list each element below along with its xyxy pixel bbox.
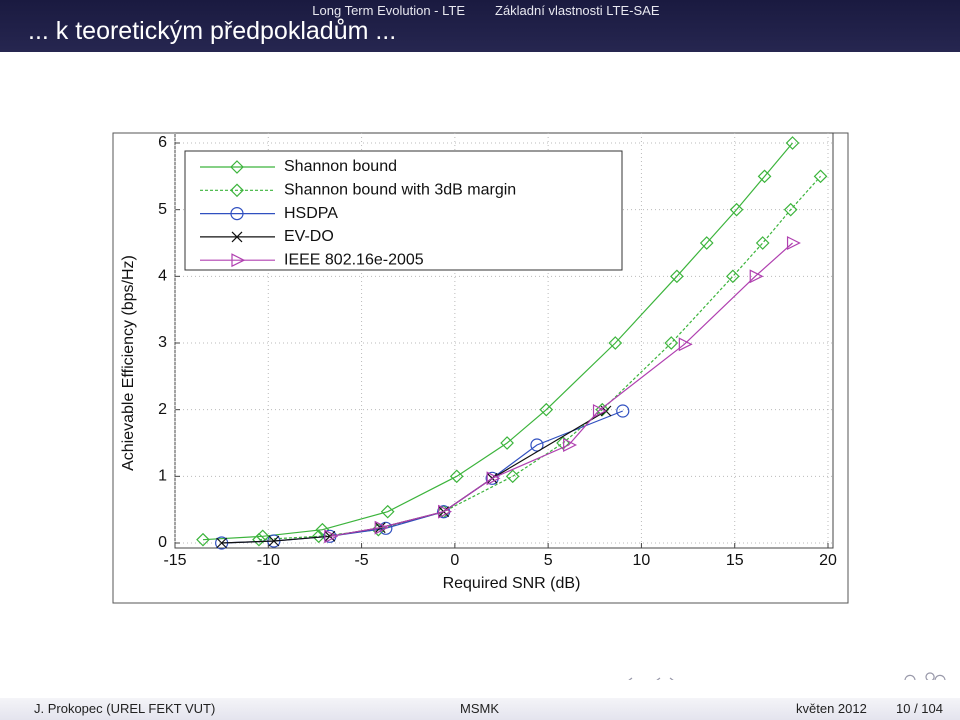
legend-label: Shannon bound with 3dB margin [284, 182, 516, 199]
marker [268, 535, 280, 547]
legend-label: HSDPA [284, 205, 338, 222]
marker [500, 436, 514, 450]
marker [749, 269, 764, 284]
y-tick-label: 6 [158, 134, 167, 151]
marker [252, 532, 266, 547]
marker [608, 336, 623, 350]
y-axis-label: Achievable Efficiency (bps/Hz) [120, 255, 137, 471]
x-tick-label: 15 [726, 552, 744, 569]
x-tick-label: 0 [450, 552, 459, 569]
marker [783, 202, 798, 217]
series-line [221, 410, 623, 544]
footer: J. Prokopec (UREL FEKT VUT) MSMK květen … [0, 698, 960, 720]
legend-label: EV-DO [284, 228, 334, 245]
x-tick-label: 20 [819, 552, 837, 569]
series-line [329, 242, 793, 537]
y-tick-label: 0 [158, 534, 167, 551]
marker [726, 269, 740, 284]
x-tick-label: -15 [163, 552, 186, 569]
marker [539, 402, 554, 417]
legend-marker [230, 160, 244, 174]
marker [486, 471, 501, 486]
section-right: Základní vlastnosti LTE-SAE [495, 3, 660, 18]
chart: 0 1 2 3 4 5 6 -15 -10 -5 0 5 10 15 20 Required SNR (dB)… [112, 132, 946, 680]
y-tick-label: 2 [158, 401, 167, 418]
y-tick-label: 5 [158, 201, 167, 218]
legend-marker [231, 253, 246, 268]
header: Long Term Evolution - LTE Základní vlast… [0, 0, 960, 52]
marker [755, 236, 770, 250]
marker [786, 236, 801, 250]
marker [380, 504, 395, 519]
marker [563, 438, 578, 452]
x-tick-label: 10 [633, 552, 651, 569]
marker [196, 532, 210, 547]
series-line [202, 142, 794, 541]
x-tick-label: -10 [257, 552, 280, 569]
y-tick-label: 1 [158, 468, 167, 485]
marker [438, 504, 453, 519]
legend-marker [230, 207, 244, 221]
marker [311, 529, 326, 544]
marker [729, 202, 744, 217]
nav-icons [628, 672, 946, 680]
footer-course: MSMK [460, 701, 499, 716]
x-axis-label: Required SNR (dB) [443, 575, 581, 592]
legend-label: Shannon bound [284, 158, 397, 175]
marker [785, 136, 800, 150]
marker [699, 236, 714, 250]
marker [374, 520, 389, 535]
marker [813, 169, 828, 184]
footer-date: květen 2012 [796, 701, 867, 716]
footer-page: 10 / 104 [896, 701, 943, 716]
marker [315, 522, 330, 537]
marker [216, 537, 228, 549]
marker [757, 169, 772, 184]
legend-label: IEEE 802.16e-2005 [284, 251, 424, 268]
marker [324, 530, 336, 542]
legend-marker [231, 231, 243, 243]
plot-frame [174, 132, 834, 549]
y-tick-label: 3 [158, 334, 167, 351]
legend-marker [230, 183, 244, 198]
marker [678, 337, 693, 352]
marker [670, 269, 684, 284]
marker [616, 404, 630, 418]
x-tick-label: 5 [544, 552, 553, 569]
legend-box [184, 150, 623, 271]
y-tick-label: 4 [158, 268, 167, 285]
marker [324, 529, 339, 544]
marker [505, 469, 520, 484]
marker [530, 438, 544, 452]
marker [449, 469, 464, 484]
x-tick-label: -5 [354, 552, 368, 569]
slide-title: ... k teoretickým předpokladům ... [28, 17, 397, 45]
marker [664, 336, 679, 350]
marker [592, 404, 607, 418]
section-left: Long Term Evolution - LTE [312, 3, 465, 18]
footer-author: J. Prokopec (UREL FEKT VUT) [34, 701, 216, 716]
